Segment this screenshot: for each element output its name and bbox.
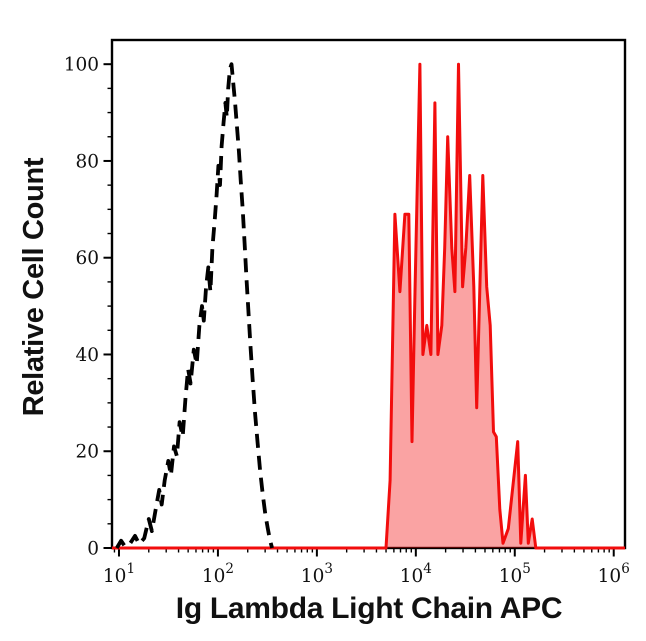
svg-text:20: 20 xyxy=(75,442,99,463)
svg-text:100: 100 xyxy=(64,55,99,76)
x-axis-title: Ig Lambda Light Chain APC xyxy=(175,592,563,625)
y-axis-title: Relative Cell Count xyxy=(18,157,50,417)
svg-text:103: 103 xyxy=(301,561,333,587)
svg-text:105: 105 xyxy=(499,561,531,587)
svg-text:80: 80 xyxy=(75,151,99,172)
svg-text:0: 0 xyxy=(87,539,99,560)
svg-text:102: 102 xyxy=(202,561,234,587)
svg-text:106: 106 xyxy=(598,561,630,587)
svg-text:101: 101 xyxy=(103,561,135,587)
svg-text:40: 40 xyxy=(75,345,99,366)
svg-text:104: 104 xyxy=(400,561,432,587)
svg-text:60: 60 xyxy=(75,248,99,269)
